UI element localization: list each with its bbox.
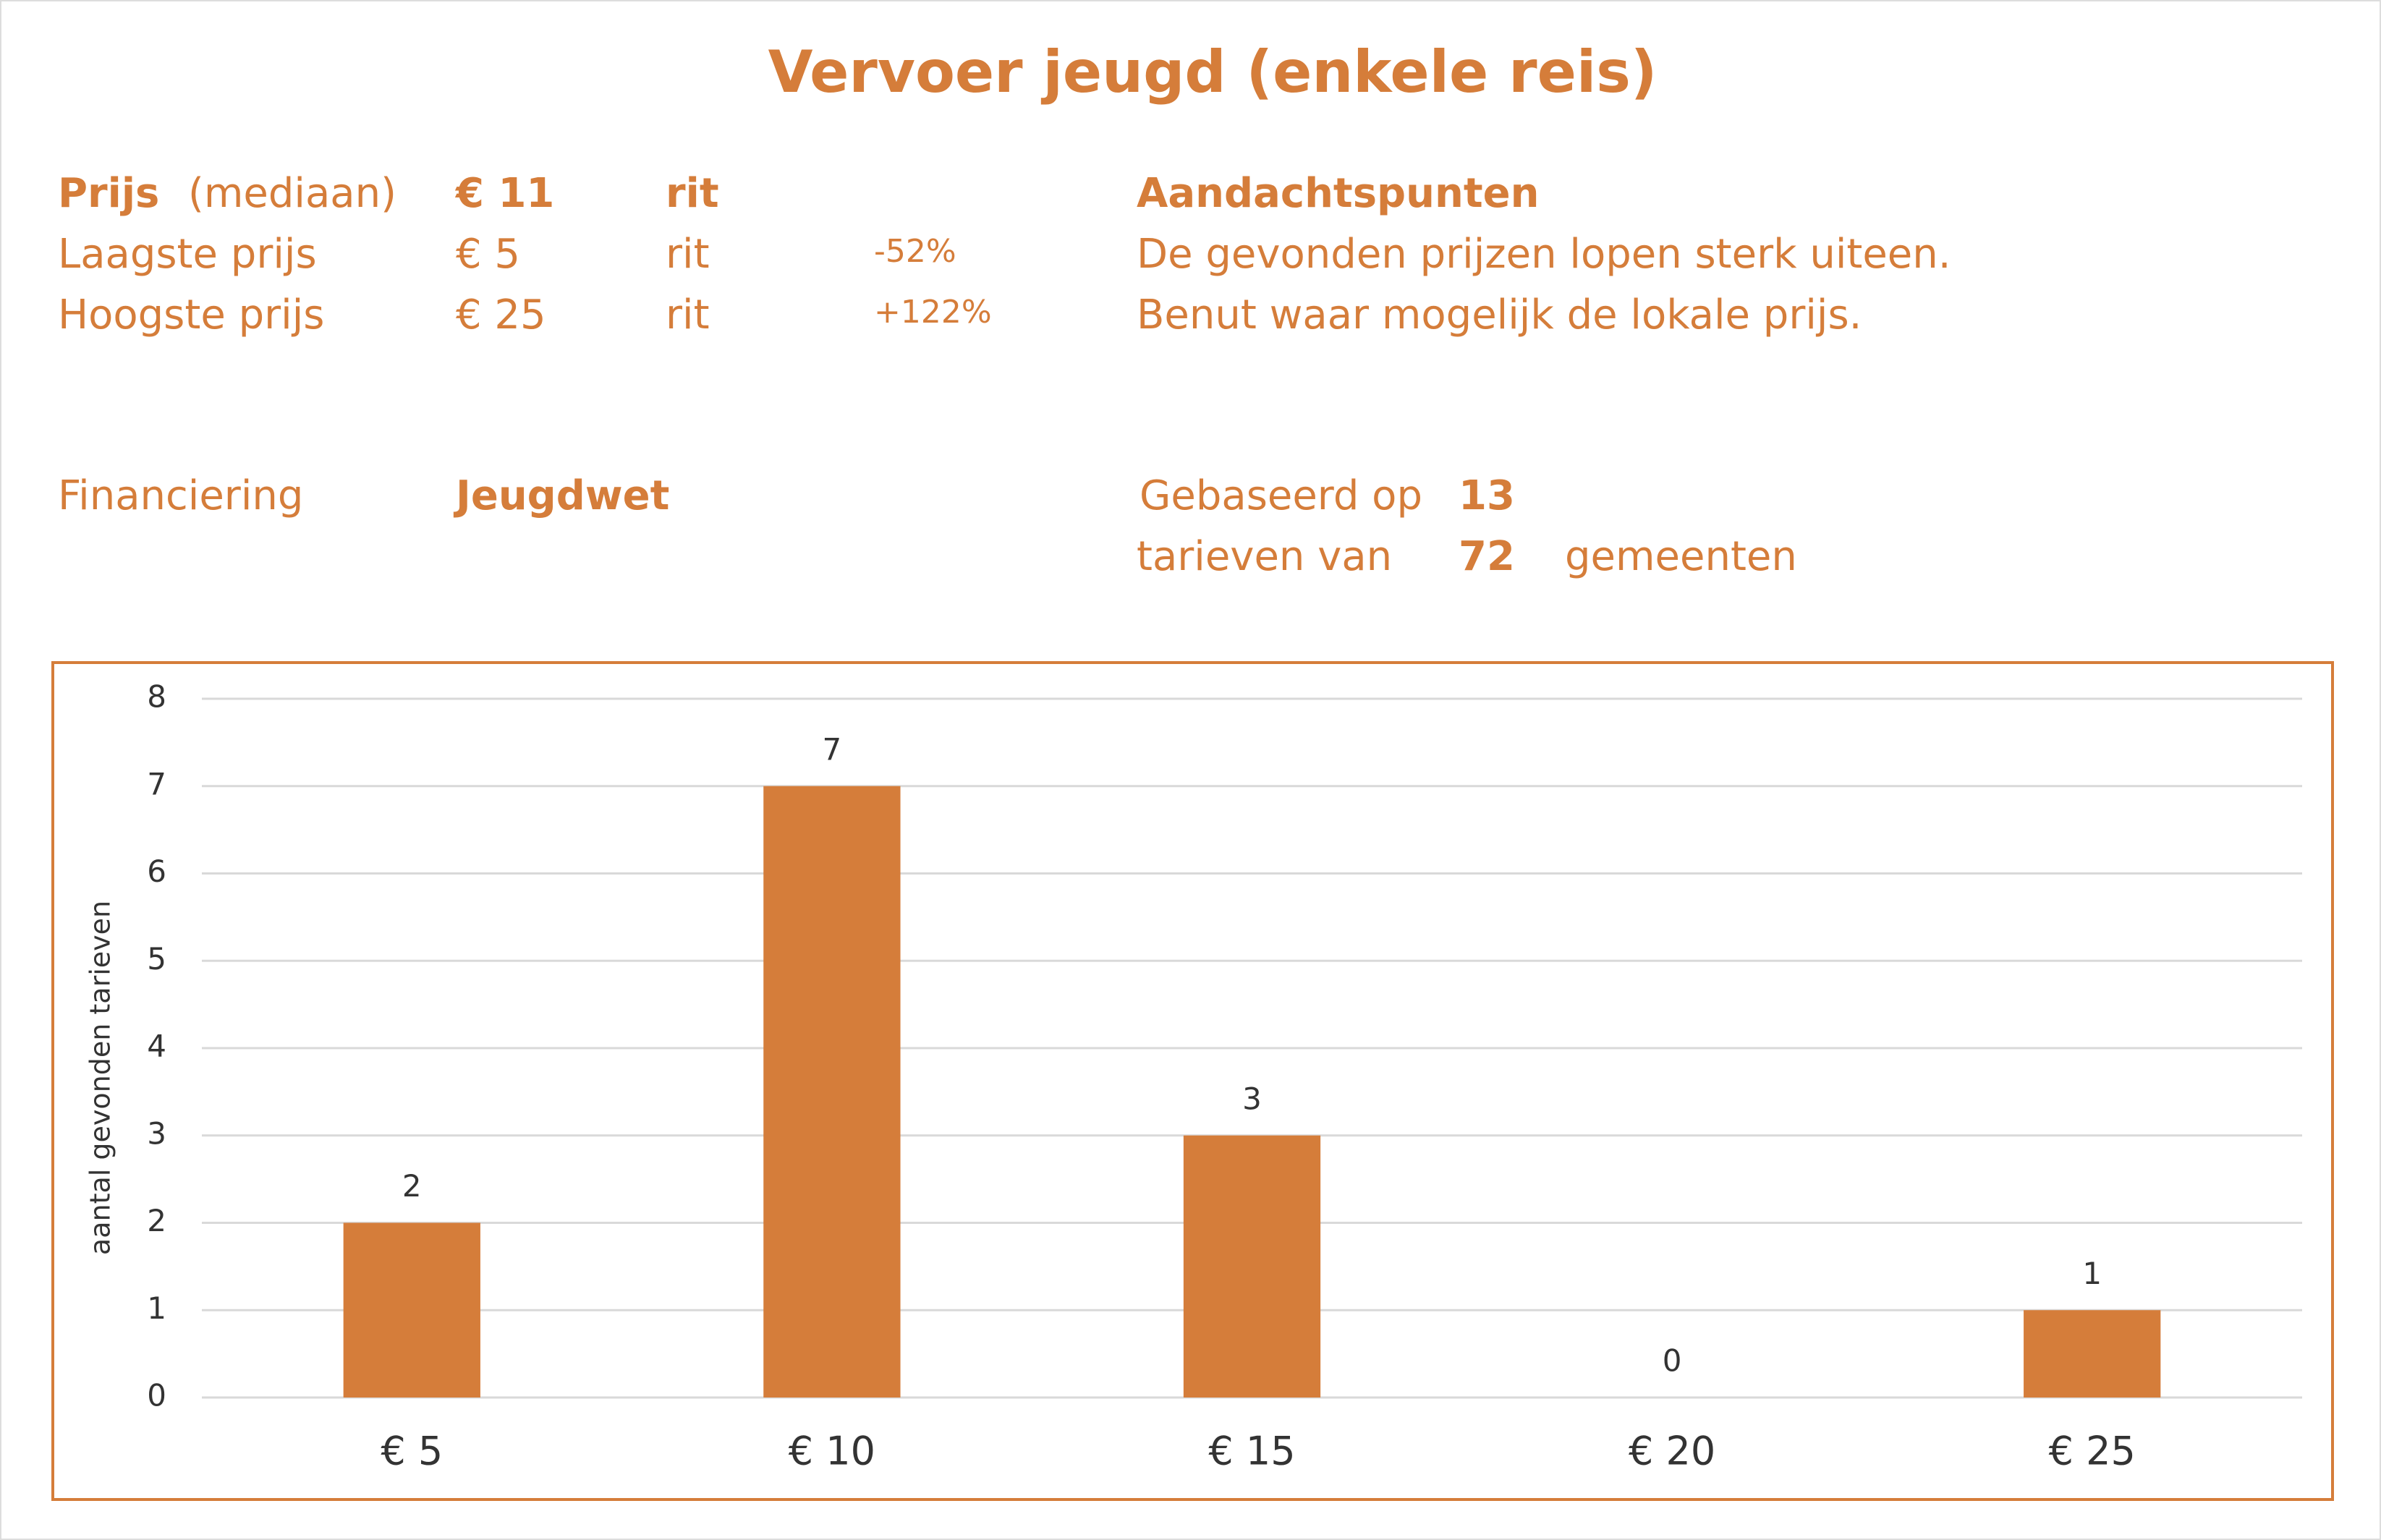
x-tick-label: € 10 <box>789 1429 875 1474</box>
attention-line: De gevonden prijzen lopen sterk uiteen. <box>1137 231 1951 278</box>
attention-line: Benut waar mogelijk de lokale prijs. <box>1137 292 1862 339</box>
data-label: 1 <box>2082 1256 2102 1291</box>
price: € 25 <box>456 292 546 339</box>
x-tick-label: € 5 <box>381 1429 443 1474</box>
x-tick-label: € 20 <box>1629 1429 1715 1474</box>
unit: rit <box>666 292 710 339</box>
label: Laagste prijs <box>58 231 317 278</box>
y-tick-label: 4 <box>147 1029 166 1064</box>
basis-number: 72 <box>1459 533 1515 580</box>
note: (mediaan) <box>188 170 396 217</box>
label: Hoogste prijs <box>58 292 324 339</box>
basis-text: tarieven van <box>1137 533 1392 580</box>
bar <box>2024 1310 2161 1398</box>
data-label: 7 <box>823 731 842 767</box>
bar <box>1183 1135 1321 1398</box>
data-label: 0 <box>1663 1343 1682 1379</box>
attention-heading: Aandachtspunten <box>1137 170 1539 217</box>
y-tick-label: 0 <box>147 1378 166 1413</box>
chart: 0 1 2 3 4 5 6 7 8 € 5 2 € 10 7 € 15 3 € 20 0 € 25 1 <box>147 679 2302 1474</box>
title: Vervoer jeugd (enkele reis) <box>768 38 1658 106</box>
label: Prijs <box>58 170 159 217</box>
price: € 5 <box>456 231 520 278</box>
y-tick-label: 3 <box>147 1115 166 1151</box>
basis-number: 13 <box>1459 472 1515 519</box>
data-label: 3 <box>1242 1081 1262 1116</box>
price: € 11 <box>454 170 554 217</box>
basis-text: gemeenten <box>1565 533 1797 580</box>
data-label: 2 <box>402 1168 422 1204</box>
bar <box>763 786 901 1398</box>
financing-label: Financiering <box>58 472 303 519</box>
change: +122% <box>874 294 992 331</box>
y-tick-label: 8 <box>147 679 166 715</box>
change: -52% <box>874 233 956 270</box>
financing-value: Jeugdwet <box>453 472 669 519</box>
x-tick-label: € 15 <box>1208 1429 1295 1474</box>
chart-frame <box>51 661 2334 1501</box>
y-tick-label: 7 <box>147 766 166 801</box>
basis-text: Gebaseerd op <box>1139 472 1422 519</box>
y-tick-label: 2 <box>147 1203 166 1238</box>
y-tick-label: 1 <box>147 1290 166 1326</box>
unit: rit <box>666 231 710 278</box>
y-axis-title: aantal gevonden tarieven <box>85 901 116 1255</box>
unit: rit <box>666 170 719 217</box>
y-tick-label: 5 <box>147 941 166 977</box>
bar <box>343 1222 480 1398</box>
y-tick-label: 6 <box>147 854 166 889</box>
x-tick-label: € 25 <box>2049 1429 2136 1474</box>
